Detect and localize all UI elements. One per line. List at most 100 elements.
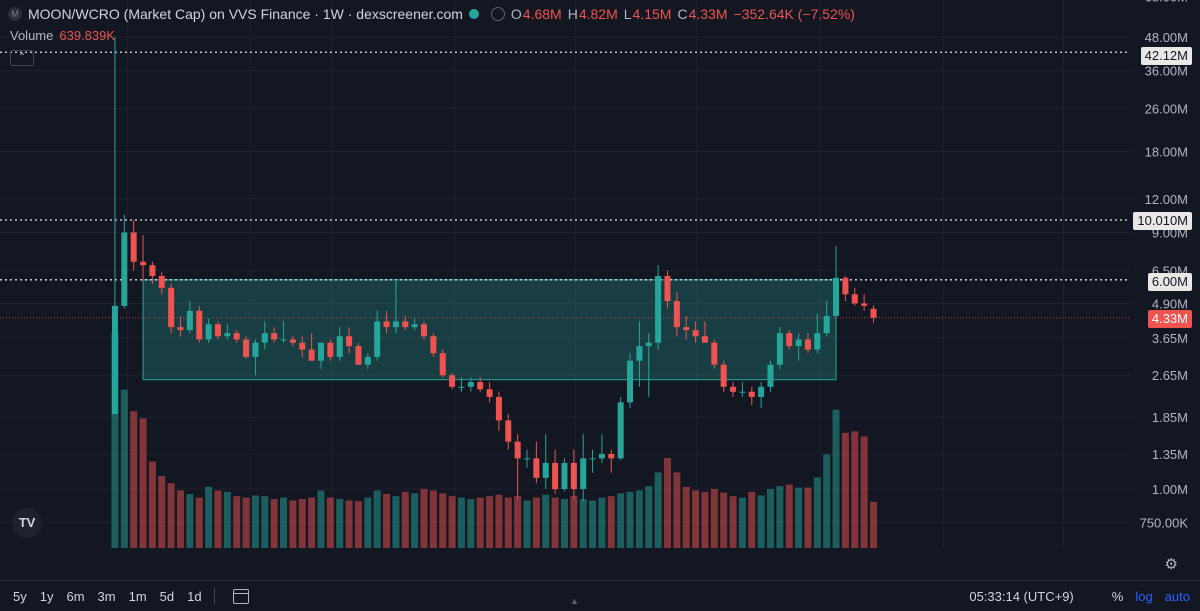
volume-bar	[139, 418, 147, 548]
volume-bar	[560, 499, 568, 548]
y-axis[interactable]: 68.00M48.00M36.00M26.00M18.00M12.00M9.00…	[1140, 0, 1189, 531]
bottom-right-controls: 05:33:14 (UTC+9) % log auto	[969, 581, 1190, 611]
chart-legend: M MOON/WCRO (Market Cap) on VVS Finance …	[0, 0, 861, 28]
candle-body	[598, 453, 605, 459]
candle-body	[186, 310, 193, 331]
eye-icon[interactable]	[490, 7, 505, 21]
percent-scale-button[interactable]: %	[1111, 588, 1124, 604]
volume-bar	[870, 501, 878, 548]
horizontal-lines-layer	[0, 51, 1130, 319]
volume-bar	[420, 488, 428, 548]
volume-bar	[214, 490, 222, 548]
candle-body	[140, 261, 147, 266]
volume-bar	[617, 493, 625, 548]
volume-bar	[832, 409, 840, 548]
price-tag-current: 4.33M	[1147, 310, 1192, 328]
volume-bar	[364, 497, 372, 548]
candle-body	[767, 364, 774, 387]
candle-body	[214, 324, 221, 337]
candle-body	[524, 458, 531, 460]
volume-bar	[148, 461, 156, 548]
volume-bar	[205, 486, 213, 548]
candle-body	[505, 420, 512, 442]
symbol-icon[interactable]: M	[8, 7, 22, 21]
candle-body	[271, 333, 278, 340]
y-tick-label: 750.00K	[1140, 516, 1189, 531]
candle-body	[617, 402, 624, 459]
candle-body	[402, 321, 409, 328]
bottom-toolbar: 5y 1y 6m 3m 1m 5d 1d 05:33:14 (UTC+9) % …	[0, 580, 1200, 611]
candle-body	[739, 391, 746, 393]
candle-body	[364, 356, 371, 365]
volume-bar	[748, 491, 756, 548]
volume-bar	[280, 497, 288, 548]
close-label: C	[677, 6, 688, 22]
volume-bar	[795, 487, 803, 548]
chevron-up-icon[interactable]: ▲	[570, 596, 579, 606]
candle-body	[776, 333, 783, 365]
volume-value: 639.839K	[59, 28, 116, 43]
range-1y-button[interactable]: 1y	[39, 588, 54, 604]
volume-bar	[626, 491, 634, 548]
y-tick-label: 1.85M	[1152, 410, 1188, 425]
high-label: H	[567, 6, 578, 22]
volume-bar	[457, 497, 465, 548]
collapse-legend-button[interactable]: ⌃	[10, 50, 34, 66]
price-tag-high-line: 42.12M	[1140, 47, 1192, 65]
volume-bar	[514, 496, 522, 548]
candle-body	[205, 324, 212, 340]
volume-bar	[542, 494, 550, 548]
volume-bar	[429, 490, 437, 548]
volume-bars-layer	[111, 332, 878, 548]
candle-body	[833, 277, 840, 317]
volume-bar	[167, 483, 175, 548]
volume-bar	[804, 487, 812, 548]
volume-bar	[860, 436, 868, 548]
range-5y-button[interactable]: 5y	[13, 588, 27, 604]
volume-bar	[776, 486, 784, 548]
range-6m-button[interactable]: 6m	[66, 588, 85, 604]
volume-bar	[298, 499, 306, 548]
candle-body	[261, 333, 268, 343]
gear-icon[interactable]: ⚙	[1164, 556, 1178, 573]
candle-body	[449, 375, 456, 387]
volume-bar	[841, 432, 849, 548]
candle-body	[439, 353, 446, 376]
volume-bar	[111, 332, 119, 548]
range-3m-button[interactable]: 3m	[97, 588, 116, 604]
log-scale-button[interactable]: log	[1135, 588, 1153, 604]
volume-bar	[504, 497, 512, 548]
volume-bar	[317, 490, 325, 548]
range-5d-button[interactable]: 5d	[159, 588, 175, 604]
clock-display[interactable]: 05:33:14 (UTC+9)	[969, 588, 1074, 604]
candle-body	[430, 336, 437, 354]
tradingview-logo[interactable]: TV	[12, 508, 42, 538]
volume-bar	[186, 494, 194, 548]
volume-bar	[289, 500, 297, 548]
candle-body	[392, 321, 399, 328]
candle-body	[795, 339, 802, 347]
candle-body	[383, 321, 390, 328]
range-1m-button[interactable]: 1m	[128, 588, 147, 604]
volume-bar	[710, 488, 718, 548]
candle-body	[243, 339, 250, 357]
candle-body	[355, 346, 362, 365]
auto-scale-button[interactable]: auto	[1164, 588, 1190, 604]
volume-bar	[467, 499, 475, 548]
candlestick-chart[interactable]: 68.00M48.00M36.00M26.00M18.00M12.00M9.00…	[0, 0, 1200, 548]
volume-bar	[701, 491, 709, 548]
volume-bar	[729, 496, 737, 548]
candle-body	[542, 462, 549, 478]
volume-bar	[523, 500, 531, 548]
candle-body	[645, 342, 652, 347]
range-box	[142, 279, 837, 381]
candle-body	[224, 333, 231, 337]
range-1d-button[interactable]: 1d	[187, 588, 202, 604]
volume-label: Volume	[10, 28, 54, 43]
volume-bar	[486, 496, 494, 548]
low-value: 4.15M	[632, 6, 672, 22]
candle-body	[561, 462, 568, 489]
calendar-icon[interactable]	[232, 588, 249, 604]
candle-body	[655, 275, 662, 343]
candle-body	[477, 382, 484, 390]
